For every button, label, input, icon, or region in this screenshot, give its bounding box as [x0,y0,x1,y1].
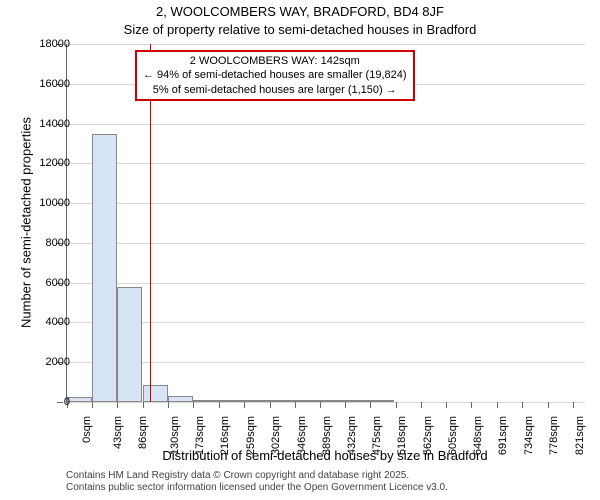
x-tick [295,402,296,408]
x-tick [219,402,220,408]
x-tick [345,402,346,408]
footer-attribution: Contains HM Land Registry data © Crown c… [66,470,448,494]
x-tick [573,402,574,408]
gridline-h [67,44,585,45]
annotation-line2: ← 94% of semi-detached houses are smalle… [143,68,407,82]
gridline-h [67,124,585,125]
histogram-bar [243,400,268,402]
gridline-h [67,322,585,323]
y-tick-label: 16000 [39,78,70,90]
footer-line2: Contains public sector information licen… [66,482,448,494]
annotation-line3: 5% of semi-detached houses are larger (1… [143,83,407,97]
histogram-bar [92,134,117,403]
x-tick-label: 0sqm [81,416,93,443]
chart-title: 2, WOOLCOMBERS WAY, BRADFORD, BD4 8JF [0,4,600,19]
y-tick-label: 4000 [46,316,70,328]
x-tick [244,402,245,408]
y-tick-label: 0 [64,396,70,408]
annotation-box: 2 WOOLCOMBERS WAY: 142sqm← 94% of semi-d… [135,50,415,101]
histogram-bar [67,397,92,402]
x-tick [370,402,371,408]
gridline-h [67,203,585,204]
histogram-bar [344,400,369,402]
gridline-h [67,283,585,284]
x-tick [421,402,422,408]
histogram-bar [268,400,293,402]
x-tick [522,402,523,408]
y-tick-label: 2000 [46,356,70,368]
x-tick [446,402,447,408]
y-tick-label: 18000 [39,38,70,50]
histogram-bar [294,400,319,402]
x-tick [471,402,472,408]
x-tick [548,402,549,408]
gridline-h [67,402,585,403]
plot-area: 2 WOOLCOMBERS WAY: 142sqm← 94% of semi-d… [66,44,585,403]
x-axis-title: Distribution of semi-detached houses by … [66,448,584,463]
x-tick [320,402,321,408]
histogram-bar [143,385,168,402]
y-tick-label: 12000 [39,157,70,169]
gridline-h [67,243,585,244]
x-tick [193,402,194,408]
y-tick-label: 10000 [39,197,70,209]
chart-container: 2, WOOLCOMBERS WAY, BRADFORD, BD4 8JF Si… [0,0,600,500]
chart-subtitle: Size of property relative to semi-detach… [0,22,600,37]
x-tick [143,402,144,408]
histogram-bar [168,396,193,402]
x-tick [92,402,93,408]
x-tick-label: 86sqm [137,416,149,449]
y-axis-title: Number of semi-detached properties [19,103,34,343]
histogram-bar [218,400,243,402]
y-tick-label: 14000 [39,118,70,130]
x-tick [168,402,169,408]
x-tick [117,402,118,408]
histogram-bar [193,400,218,402]
y-tick [57,402,63,403]
histogram-bar [319,400,344,402]
histogram-bar [117,287,142,402]
histogram-bar [369,400,394,402]
x-tick [497,402,498,408]
x-tick-label: 43sqm [112,416,124,449]
y-tick-label: 6000 [46,277,70,289]
footer-line1: Contains HM Land Registry data © Crown c… [66,470,448,482]
y-tick-label: 8000 [46,237,70,249]
gridline-h [67,362,585,363]
x-tick [270,402,271,408]
gridline-h [67,163,585,164]
annotation-line1: 2 WOOLCOMBERS WAY: 142sqm [143,54,407,68]
x-tick [396,402,397,408]
